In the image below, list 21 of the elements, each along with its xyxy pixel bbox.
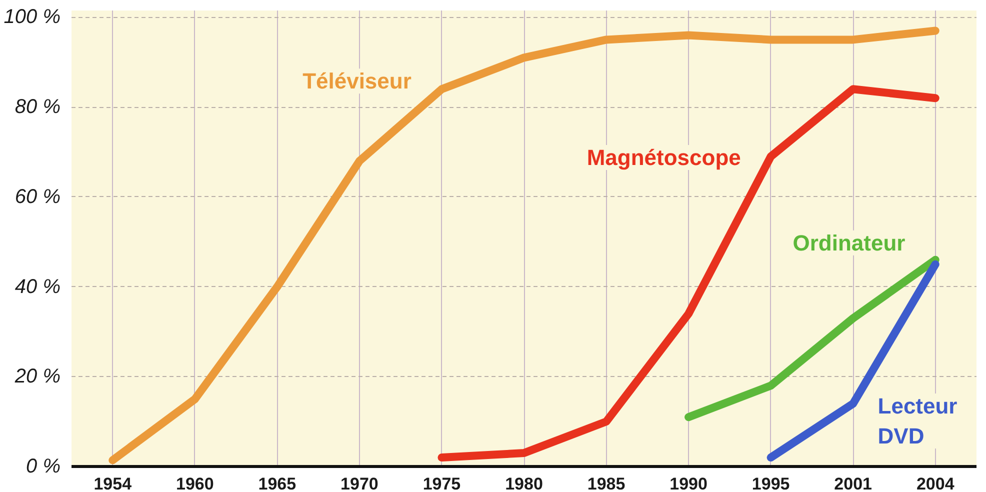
series-label: Téléviseur <box>302 68 412 94</box>
x-tick-label: 1954 <box>94 474 132 492</box>
x-tick-label: 1985 <box>587 474 626 492</box>
x-tick-label: 1960 <box>176 474 214 492</box>
y-tick-label: 40 % <box>14 276 61 298</box>
series-label: Lecteur DVD <box>878 394 958 449</box>
series-label: Magnétoscope <box>586 144 741 170</box>
x-tick-label: 1970 <box>340 474 378 492</box>
x-tick-label: 1995 <box>752 474 790 492</box>
y-tick-label: 100 % <box>4 6 61 28</box>
x-tick-label: 1980 <box>505 474 543 492</box>
y-tick-label: 80 % <box>14 96 61 118</box>
y-tick-label: 60 % <box>14 186 61 208</box>
x-tick-label: 2004 <box>916 474 955 492</box>
series-label: Ordinateur <box>792 230 906 256</box>
x-tick-label: 1975 <box>422 474 461 492</box>
y-tick-label: 20 % <box>14 366 61 388</box>
x-tick-label: 1965 <box>258 474 296 492</box>
x-tick-label: 2001 <box>834 474 872 492</box>
y-tick-label: 0 % <box>26 456 61 478</box>
x-tick-label: 1990 <box>670 474 708 492</box>
